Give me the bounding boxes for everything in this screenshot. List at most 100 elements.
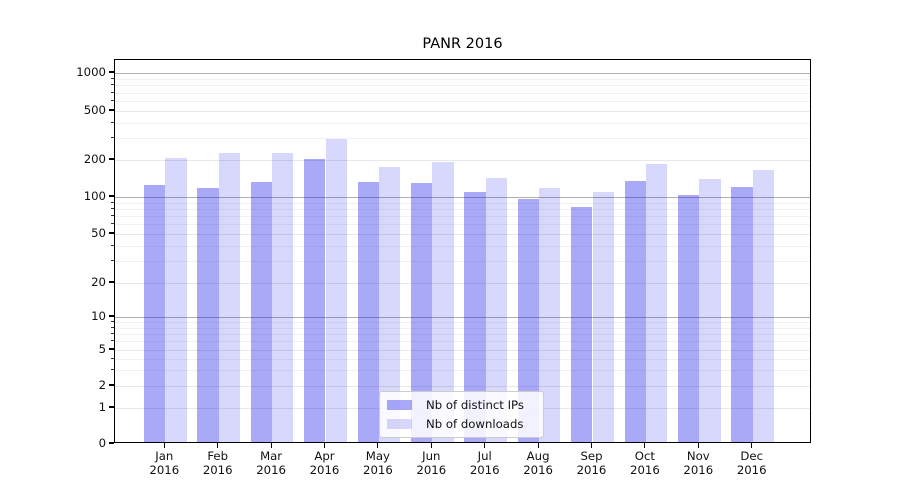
bar-distinct-ips-jun <box>410 183 433 442</box>
gridline-minor <box>115 92 810 94</box>
y-tick-label: 100 <box>83 189 106 203</box>
gridline <box>115 160 810 161</box>
x-tick-label: Sep 2016 <box>576 449 607 477</box>
x-tick <box>163 443 165 448</box>
x-tick <box>377 443 379 448</box>
y-minor-tick <box>111 77 114 79</box>
bar-distinct-ips-jul <box>464 192 486 442</box>
x-tick-label: Nov 2016 <box>683 449 714 477</box>
y-tick-label: 200 <box>83 152 106 166</box>
y-tick <box>109 158 114 160</box>
gridline <box>115 111 810 112</box>
bar-downloads-apr <box>325 139 347 442</box>
bar-downloads-may <box>378 166 401 442</box>
x-tick-label: Feb 2016 <box>202 449 233 477</box>
y-tick-label: 500 <box>83 103 106 117</box>
gridline-minor <box>115 327 810 329</box>
gridline-minor <box>115 101 810 102</box>
x-tick-label: Oct 2016 <box>630 449 660 477</box>
y-minor-tick <box>111 369 114 371</box>
y-tick <box>109 281 114 283</box>
y-tick <box>109 109 114 111</box>
x-tick-label: Jun 2016 <box>416 449 447 477</box>
plot-area <box>114 59 811 443</box>
bar-downloads-mar <box>272 152 294 442</box>
y-minor-tick <box>111 84 114 86</box>
gridline-minor <box>115 322 810 324</box>
x-tick-label: Apr 2016 <box>309 449 340 477</box>
bar-distinct-ips-jan <box>143 185 166 442</box>
y-tick-label: 1 <box>98 400 106 414</box>
bar-downloads-nov <box>699 178 721 442</box>
bar-distinct-ips-sep <box>571 206 593 442</box>
y-tick <box>109 71 114 73</box>
y-tick-label: 5 <box>98 342 106 356</box>
bar-downloads-oct <box>645 163 668 442</box>
bar-distinct-ips-feb <box>197 187 219 442</box>
gridline-minor <box>115 358 810 360</box>
bar-distinct-ips-dec <box>731 186 753 442</box>
gridline-minor <box>115 370 810 372</box>
y-minor-tick <box>111 100 114 101</box>
bar-distinct-ips-nov <box>677 195 700 442</box>
y-minor-tick <box>111 260 114 262</box>
x-tick-label: Dec 2016 <box>736 449 767 477</box>
chart-title: PANR 2016 <box>422 36 503 52</box>
y-tick-label: 10 <box>91 309 106 323</box>
bar-downloads-sep <box>592 192 614 442</box>
x-tick-label: Jan 2016 <box>149 449 180 477</box>
gridline-minor <box>115 261 810 263</box>
x-tick-label: Aug 2016 <box>523 449 553 477</box>
x-tick <box>590 443 593 448</box>
x-tick <box>697 443 699 448</box>
x-tick-label: May 2016 <box>363 449 393 477</box>
y-minor-tick <box>111 321 114 323</box>
y-minor-tick <box>111 340 114 342</box>
y-minor-tick <box>111 91 114 93</box>
x-tick <box>644 443 646 448</box>
y-tick <box>109 384 114 386</box>
y-tick <box>109 315 114 317</box>
legend-label-downloads: Nb of downloads <box>426 417 524 431</box>
y-tick <box>109 442 114 444</box>
x-tick <box>270 443 272 448</box>
bar-distinct-ips-mar <box>250 181 273 442</box>
gridline-minor <box>115 78 810 80</box>
x-tick-label: Mar 2016 <box>256 449 286 477</box>
gridline <box>115 234 810 235</box>
gridline-minor <box>115 85 810 87</box>
legend-label-distinct-ips: Nb of distinct IPs <box>426 398 524 412</box>
x-tick <box>430 443 432 448</box>
y-tick-label: 2 <box>98 378 106 392</box>
x-tick <box>751 443 753 448</box>
x-tick <box>484 443 486 448</box>
y-minor-tick <box>111 201 114 203</box>
gridline-minor <box>115 245 810 247</box>
bar-downloads-dec <box>752 169 775 442</box>
y-minor-tick <box>111 207 114 209</box>
legend-item-downloads: Nb of downloads <box>380 417 543 432</box>
gridline-minor <box>115 216 810 218</box>
x-tick <box>323 443 326 448</box>
y-tick-label: 1000 <box>76 65 106 79</box>
bar-distinct-ips-oct <box>624 181 646 442</box>
gridline <box>115 317 810 318</box>
legend-item-distinct-ips: Nb of distinct IPs <box>380 398 543 413</box>
gridline <box>115 386 810 387</box>
y-tick <box>109 406 114 408</box>
y-minor-tick <box>111 357 114 359</box>
bar-distinct-ips-apr <box>304 159 326 442</box>
gridline-minor <box>115 333 810 335</box>
gridline <box>115 350 810 351</box>
legend-swatch-distinct-ips <box>387 400 412 410</box>
y-tick-label: 0 <box>98 436 106 450</box>
y-tick-label: 20 <box>91 275 106 289</box>
y-tick <box>109 232 114 234</box>
gridline-minor <box>115 224 810 226</box>
y-minor-tick <box>111 332 114 334</box>
x-tick <box>217 443 219 448</box>
bar-downloads-jul <box>485 177 508 442</box>
y-tick-label: 50 <box>91 226 106 240</box>
bar-downloads-jan <box>165 158 187 442</box>
